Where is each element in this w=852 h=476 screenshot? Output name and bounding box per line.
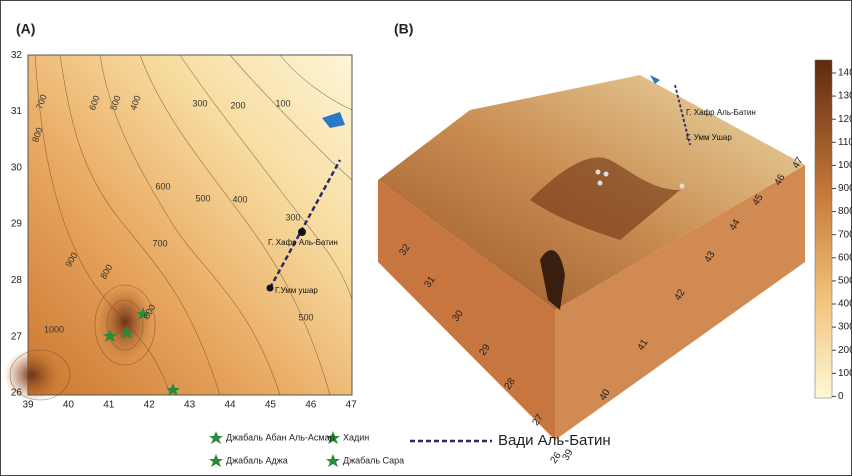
legend-label: Хадин bbox=[343, 432, 369, 442]
contour-label: 300 bbox=[285, 212, 300, 222]
y-tick-label: 27 bbox=[11, 331, 23, 342]
legend-label: Джабаль Абан Аль-Асмар bbox=[226, 432, 335, 442]
colorbar-label: 300 bbox=[838, 322, 852, 333]
map-area bbox=[28, 55, 352, 395]
colorbar-label: 1100 bbox=[838, 137, 852, 148]
y-tick-label: 30 bbox=[11, 162, 23, 173]
x-tick-label: 45 bbox=[265, 400, 277, 411]
contour-label: 400 bbox=[232, 194, 247, 204]
colorbar bbox=[815, 60, 832, 398]
y-tick-label: 29 bbox=[11, 219, 23, 230]
colorbar-label: 1400 bbox=[838, 68, 852, 79]
contour-label: 100 bbox=[275, 98, 290, 108]
y-tick-label: 32 bbox=[11, 50, 23, 61]
colorbar-label: 1200 bbox=[838, 114, 852, 125]
place-label: Г. Умм Ушар bbox=[686, 133, 732, 142]
x-tick-label: 44 bbox=[224, 400, 236, 411]
figure: (A) (B) Вади Аль- bbox=[0, 0, 852, 476]
place-label: Г. Хафр Аль-Батин bbox=[686, 108, 756, 117]
y-tick-label: 31 bbox=[11, 106, 23, 117]
contour-label: 500 bbox=[195, 193, 210, 203]
legend-label: Вади Аль-Батин bbox=[498, 432, 611, 449]
legend-label: Джабаль Сара bbox=[343, 455, 404, 465]
contour-label: 200 bbox=[230, 100, 245, 110]
contour-label: 600 bbox=[155, 181, 170, 191]
colorbar-label: 700 bbox=[838, 229, 852, 240]
x-tick-label: 43 bbox=[184, 400, 196, 411]
place-label: Г. Хафр Аль-Батин bbox=[268, 238, 338, 247]
x-tick-label: 39 bbox=[22, 400, 34, 411]
x-tick-label: 40 bbox=[63, 400, 75, 411]
contour-label: 1000 bbox=[44, 324, 64, 334]
x-tick-label: 47 bbox=[346, 400, 358, 411]
y-tick-label: 26 bbox=[11, 388, 23, 399]
contour-label: 300 bbox=[192, 98, 207, 108]
colorbar-label: 500 bbox=[838, 276, 852, 287]
city bbox=[267, 285, 274, 292]
mountain bbox=[97, 284, 153, 360]
colorbar-label: 800 bbox=[838, 206, 852, 217]
x-tick-label: 41 bbox=[103, 400, 115, 411]
contour-label: 500 bbox=[298, 312, 313, 322]
contour-label: 700 bbox=[152, 238, 167, 248]
panel-label: (A) bbox=[16, 21, 35, 37]
colorbar-label: 1000 bbox=[838, 160, 852, 171]
place-label: Г.Умм ушар bbox=[275, 286, 318, 295]
x-tick-label: 42 bbox=[144, 400, 156, 411]
panel-label: (B) bbox=[394, 21, 413, 37]
x-tick-label: 46 bbox=[305, 400, 317, 411]
colorbar-label: 200 bbox=[838, 345, 852, 356]
colorbar-label: 0 bbox=[838, 391, 844, 402]
colorbar-label: 1300 bbox=[838, 91, 852, 102]
colorbar-label: 100 bbox=[838, 368, 852, 379]
colorbar-label: 900 bbox=[838, 183, 852, 194]
colorbar-label: 400 bbox=[838, 299, 852, 310]
city bbox=[298, 228, 306, 236]
y-tick-label: 28 bbox=[11, 275, 23, 286]
colorbar-label: 600 bbox=[838, 252, 852, 263]
legend-label: Джабаль Аджа bbox=[226, 455, 288, 465]
